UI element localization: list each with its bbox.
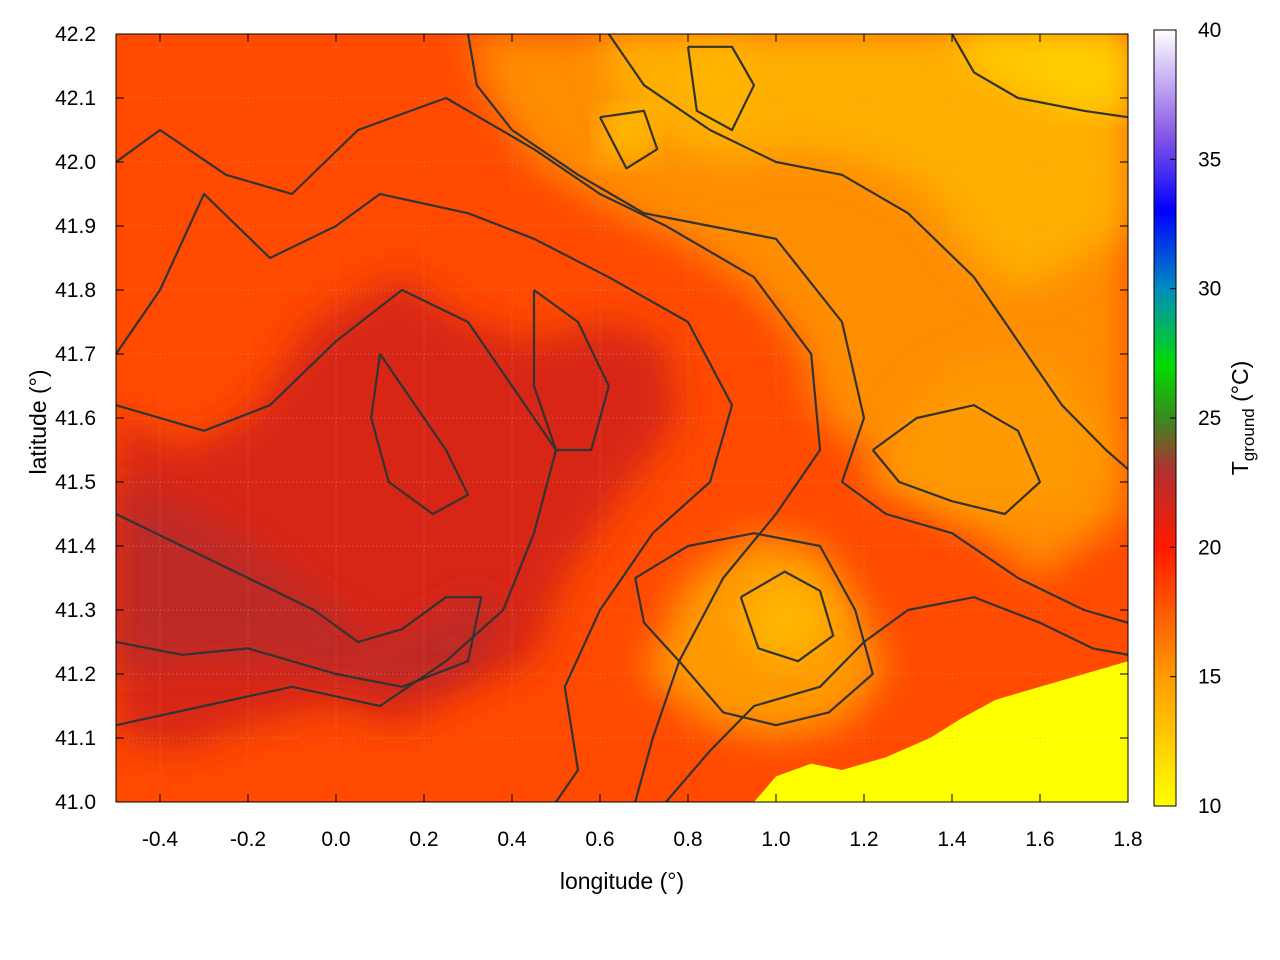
contour-line-16 [607,34,1128,471]
x-tick-label: 1.8 [1113,828,1142,851]
x-tick-label: -0.4 [142,828,179,851]
y-tick-label: 41.4 [55,535,96,558]
contour-line-15 [634,532,874,727]
y-tick-label: 41.9 [55,215,96,238]
y-tick-label: 41.1 [55,727,96,750]
contour-line-21 [532,289,610,452]
colorbar-title-subscript: ground [1239,408,1258,461]
x-tick-label: 1.6 [1025,828,1054,851]
y-tick-label: 41.0 [55,791,96,814]
y-tick-label: 41.8 [55,279,96,302]
contour-line-13 [599,109,659,170]
x-tick-label: 0.2 [409,828,438,851]
heatmap-regions [116,34,1128,802]
contour-line-14 [739,570,835,663]
colorbar: 10 15 20 25 30 35 40 Tground (°C) [1153,19,1258,818]
colorbar-tick-label: 15 [1198,666,1221,689]
contour-line-13 [686,45,756,132]
contour-line-20 [116,192,734,802]
colorbar-title: Tground (°C) [1227,361,1258,476]
colorbar-title-unit: (°C) [1227,361,1253,409]
y-tick-label: 42.2 [55,23,96,46]
x-tick-label: -0.2 [230,828,266,851]
grid-lines [116,34,1128,802]
colorbar-ticks: 10 15 20 25 30 35 40 [1170,19,1221,818]
x-tick-label: 1.4 [937,828,967,851]
region-north-peaks [952,34,1128,111]
y-tick-label: 42.0 [55,151,96,174]
region-hot-central-core [116,482,504,687]
contour-lines [116,34,1128,802]
colorbar-tick-label: 30 [1198,278,1221,301]
y-axis-ticks: 41.0 41.1 41.2 41.3 41.4 41.5 41.6 41.7 41.8 41.9… [55,23,1128,814]
contour-line-19 [116,96,822,802]
x-tick-label: 1.0 [761,828,790,851]
x-tick-label: 1.2 [849,828,878,851]
colorbar-tick-label: 35 [1198,148,1221,171]
contour-line-14 [951,34,1128,119]
y-tick-label: 41.2 [55,663,96,686]
contour-line-16 [871,404,1042,516]
y-tick-label: 42.1 [55,87,96,110]
x-tick-label: 0.4 [497,828,527,851]
y-tick-label: 41.6 [55,407,96,430]
y-axis-title: latitude (°) [25,369,51,474]
contour-line-17 [466,34,1128,624]
y-tick-label: 41.5 [55,471,96,494]
region-north-ridge-1 [600,110,653,162]
x-tick-label: 0.6 [585,828,614,851]
plot-area [115,33,1129,803]
colorbar-tick-label: 40 [1198,19,1221,42]
region-east-plateau [864,354,1106,514]
contour-line-22 [116,513,483,688]
x-axis-ticks: -0.4 -0.2 0.0 0.2 0.4 0.6 0.8 1.0 1.2 1.4 1.6 1.8 [142,34,1143,851]
region-sea [754,661,1128,802]
x-tick-label: 0.8 [673,828,702,851]
contour-line-22 [370,353,470,516]
colorbar-tick-label: 25 [1198,407,1221,430]
y-tick-label: 41.7 [55,343,96,366]
contour-line-16 [665,596,1128,802]
y-tick-label: 41.3 [55,599,96,622]
x-axis-title: longitude (°) [560,868,684,894]
region-coastal-hill-top [740,578,829,662]
colorbar-tick-label: 10 [1198,795,1221,818]
colorbar-title-main: T [1227,461,1253,475]
region-north-ridge-2 [688,46,754,130]
x-tick-label: 0.0 [321,828,350,851]
colorbar-tick-label: 20 [1198,536,1221,559]
